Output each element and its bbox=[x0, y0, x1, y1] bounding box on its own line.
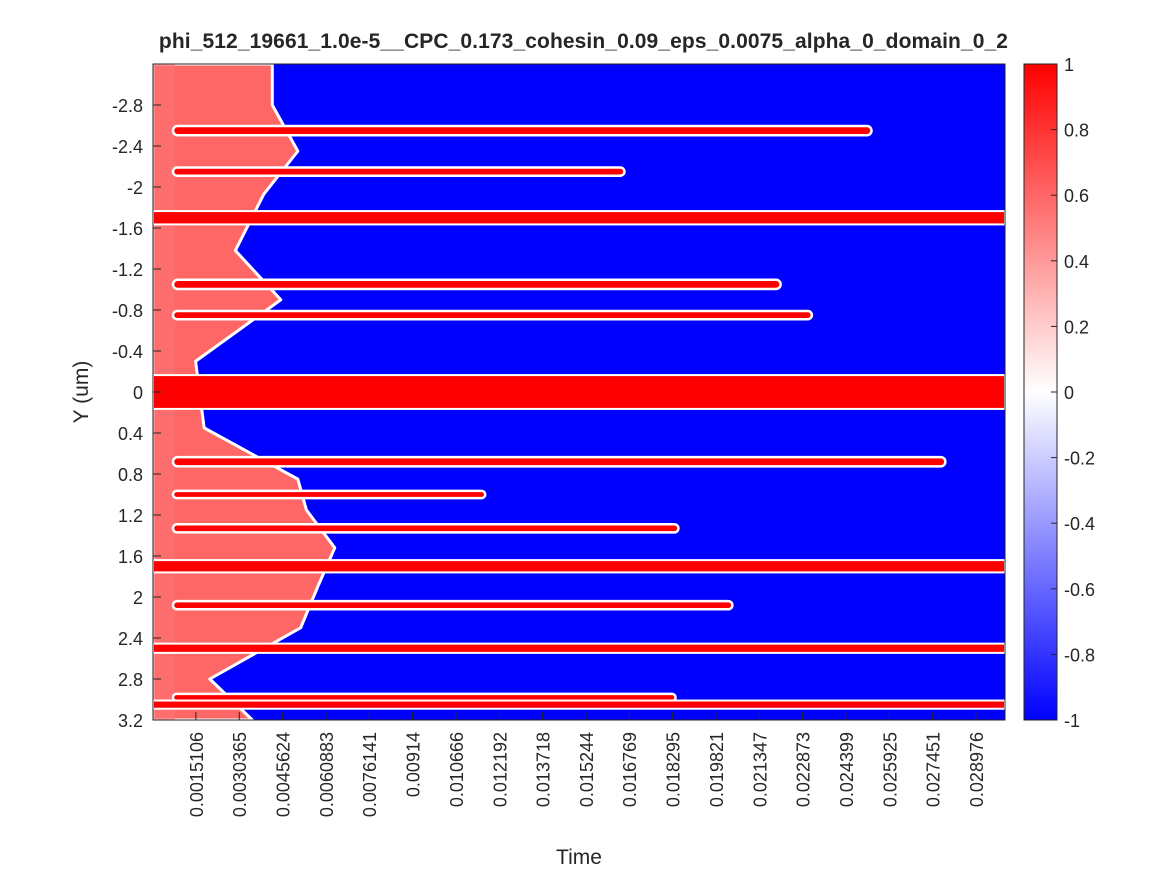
x-tick-label: 0.016769 bbox=[620, 732, 640, 807]
x-tick-label: 0.018295 bbox=[664, 732, 684, 807]
transient-band-4 bbox=[171, 455, 947, 468]
x-tick-label: 0.024399 bbox=[837, 732, 857, 807]
x-tick-label: 0.013718 bbox=[534, 732, 554, 807]
y-tick-label: 1.2 bbox=[118, 506, 143, 526]
x-tick-label: 0.0030365 bbox=[230, 732, 250, 817]
y-axis-ticks: -2.8 -2.4 -2 -1.6 -1.2 -0.8 -0.4 0 0.4 0.8 1.2 1.6 2… bbox=[112, 96, 161, 731]
x-axis-label: Time bbox=[556, 846, 602, 869]
transient-band-6 bbox=[171, 522, 680, 534]
transient-band-5 bbox=[171, 489, 487, 500]
x-tick-label: 0.012192 bbox=[490, 732, 510, 807]
chart-title: phi_512_19661_1.0e-5__CPC_0.173_cohesin_… bbox=[158, 30, 1009, 53]
y-tick-label: -1.6 bbox=[112, 219, 143, 239]
x-tick-label: 0.027451 bbox=[924, 732, 944, 807]
y-tick-label: -2 bbox=[127, 178, 143, 198]
transient-band-1 bbox=[171, 166, 626, 177]
y-tick-label: 0.8 bbox=[118, 465, 143, 485]
transient-band-7 bbox=[171, 599, 734, 611]
colorbar-tick-label: -0.8 bbox=[1064, 645, 1095, 665]
colorbar-tick-label: 0.8 bbox=[1064, 121, 1089, 141]
transient-band-0 bbox=[171, 124, 873, 137]
x-tick-label: 0.0045624 bbox=[274, 732, 294, 817]
x-tick-label: 0.025925 bbox=[880, 732, 900, 807]
persistent-band-0 bbox=[152, 699, 1006, 710]
colorbar-tick-label: -0.4 bbox=[1064, 514, 1095, 534]
y-tick-label: 2.8 bbox=[118, 670, 143, 690]
y-tick-label: 1.6 bbox=[118, 547, 143, 567]
x-axis-ticks: 0.0015106 0.0030365 0.0045624 0.0060883 0.00… bbox=[187, 712, 987, 817]
x-tick-label: 0.0015106 bbox=[187, 732, 207, 817]
x-tick-label: 0.00914 bbox=[404, 732, 424, 797]
early-mixed-region bbox=[151, 62, 337, 722]
colorbar: 1 0.8 0.6 0.4 0.2 0 -0.2 -0.4 -0.6 -0.8 -1 bbox=[1023, 55, 1095, 731]
x-tick-label: 0.0076141 bbox=[360, 732, 380, 817]
x-tick-label: 0.0060883 bbox=[317, 732, 337, 817]
x-tick-label: 0.015244 bbox=[577, 732, 597, 807]
colorbar-tick-label: -0.2 bbox=[1064, 449, 1095, 469]
x-tick-label: 0.028976 bbox=[967, 732, 987, 807]
transient-band-3 bbox=[171, 309, 814, 321]
colorbar-tick-label: 0.6 bbox=[1064, 186, 1089, 206]
x-tick-label: 0.019821 bbox=[707, 732, 727, 807]
colorbar-tick-label: 0 bbox=[1064, 383, 1074, 403]
colorbar-tick-label: -0.6 bbox=[1064, 580, 1095, 600]
y-tick-label: 0 bbox=[133, 383, 143, 403]
y-tick-label: -0.4 bbox=[112, 342, 143, 362]
transient-band-2 bbox=[171, 278, 782, 291]
y-tick-label: -2.8 bbox=[112, 96, 143, 116]
x-tick-label: 0.021347 bbox=[750, 732, 770, 807]
colorbar-tick-label: -1 bbox=[1064, 711, 1080, 731]
persistent-band-4 bbox=[152, 642, 1006, 654]
persistent-band-2 bbox=[152, 374, 1006, 410]
y-tick-label: -2.4 bbox=[112, 137, 143, 157]
colorbar-tick-label: 1 bbox=[1064, 55, 1074, 75]
y-tick-label: 0.4 bbox=[118, 424, 143, 444]
x-tick-label: 0.022873 bbox=[794, 732, 814, 807]
persistent-band-1 bbox=[152, 210, 1006, 226]
y-tick-label: 2 bbox=[133, 588, 143, 608]
y-tick-label: -0.8 bbox=[112, 301, 143, 321]
y-tick-label: -1.2 bbox=[112, 260, 143, 280]
colorbar-tick-label: 0.4 bbox=[1064, 252, 1089, 272]
colorbar-tick-label: 0.2 bbox=[1064, 317, 1089, 337]
heatmap-plot-area bbox=[151, 62, 1006, 722]
persistent-band-3 bbox=[152, 559, 1006, 574]
x-tick-label: 0.010666 bbox=[447, 732, 467, 807]
y-tick-label: 3.2 bbox=[118, 711, 143, 731]
y-tick-label: 2.4 bbox=[118, 629, 143, 649]
